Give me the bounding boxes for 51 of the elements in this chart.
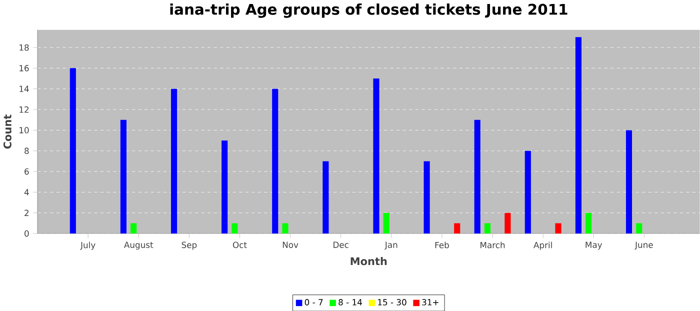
bar [222,140,228,234]
bar [322,161,329,234]
chart-title: iana-trip Age groups of closed tickets June 2011 [170,3,568,18]
x-tick-label: Jan [384,242,398,250]
bar [170,88,178,234]
x-tick-label: April [534,242,552,250]
bar [232,223,238,234]
bar [484,223,490,234]
y-tick-label: 6 [24,168,29,175]
bar [636,223,642,234]
y-tick-label: 4 [24,189,29,196]
x-tick-label: Feb [435,242,449,248]
bar [120,120,126,234]
bar [424,161,430,234]
y-tick-label: 8 [24,148,29,154]
bar [626,130,632,234]
x-tick-label: Dec [334,242,348,248]
legend-label: 15 - 30 [378,298,406,306]
y-tick-label: 10 [20,126,29,134]
x-tick-label: August [124,242,154,250]
y-tick-label: 0 [24,230,29,237]
legend-label: 8 - 14 [338,298,362,306]
y-tick-label: 18 [20,44,29,51]
bar [383,212,390,234]
bar [575,37,582,234]
bar [504,212,511,234]
y-axis-title: Count [3,114,12,149]
x-tick-label: May [586,242,602,250]
bar [555,223,562,234]
bar [373,78,380,234]
bar [586,212,592,234]
x-tick-label: June [634,242,653,250]
y-tick-label: 12 [20,106,28,113]
bar [272,88,278,234]
bar [282,223,288,234]
x-tick-label: July [80,242,96,250]
y-tick-label: 2 [24,210,28,216]
x-tick-label: Oct [232,242,247,248]
bar [454,223,460,234]
bar [474,120,480,234]
y-tick-label: 14 [20,86,29,92]
bar [70,68,76,234]
x-tick-label: Nov [282,242,298,248]
y-tick-label: 16 [20,64,29,72]
bar [524,150,531,234]
bar [130,223,137,234]
x-axis-title: Month [350,256,387,266]
x-tick-label: March [480,242,505,248]
x-tick-label: Sep [182,242,197,250]
legend-label: 31+ [422,298,438,306]
legend-label: 0 - 7 [304,298,323,306]
